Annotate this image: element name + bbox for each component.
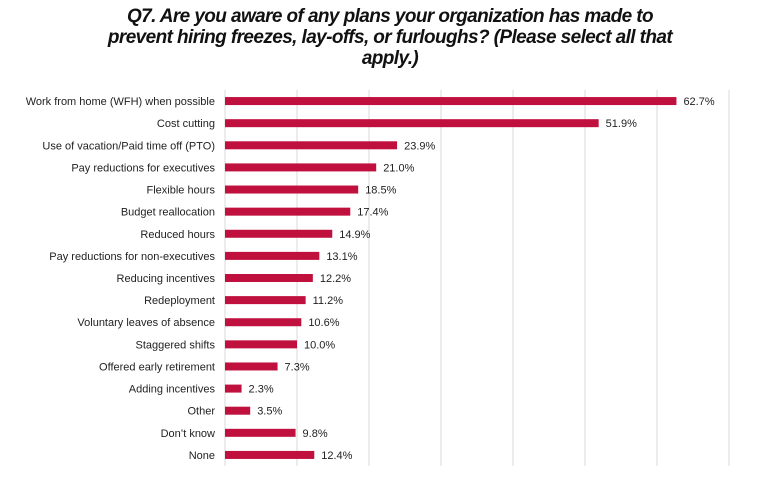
bar — [225, 274, 313, 282]
bar — [225, 251, 320, 260]
category-label: None — [189, 450, 215, 462]
value-label: 10.0% — [304, 339, 335, 351]
value-label: 23.9% — [404, 140, 435, 152]
category-label: Pay reductions for non-executives — [49, 251, 215, 263]
bar — [225, 207, 351, 216]
bar — [225, 229, 333, 238]
category-label: Redeployment — [144, 295, 215, 307]
value-label: 18.5% — [365, 185, 396, 197]
category-label: Flexible hours — [147, 185, 216, 197]
bar — [225, 362, 278, 371]
value-label: 51.9% — [606, 118, 637, 130]
category-label: Other — [187, 406, 215, 418]
category-label: Use of vacation/Paid time off (PTO) — [42, 140, 215, 152]
category-label: Staggered shifts — [136, 339, 216, 351]
category-label: Reducing incentives — [117, 273, 216, 285]
value-label: 13.1% — [326, 251, 357, 263]
category-label: Cost cutting — [157, 118, 215, 130]
bar — [225, 384, 242, 393]
category-label: Work from home (WFH) when possible — [26, 96, 215, 108]
bar — [225, 163, 377, 172]
value-label: 9.8% — [303, 428, 328, 440]
bar — [225, 428, 296, 437]
value-label: 62.7% — [683, 96, 714, 108]
bar — [225, 296, 306, 305]
bar — [225, 318, 302, 327]
value-label: 3.5% — [257, 406, 282, 418]
category-label: Don’t know — [161, 428, 215, 440]
value-label: 14.9% — [339, 229, 370, 241]
bar — [225, 340, 297, 349]
value-labels: 62.7% 51.9% 23.9% 21.0% 18.5% 17.4% 14.9% 13.1%… — [249, 96, 715, 462]
value-label: 10.6% — [308, 317, 339, 329]
value-label: 21.0% — [383, 162, 414, 174]
value-label: 17.4% — [357, 207, 388, 219]
bar — [225, 119, 599, 128]
bar — [225, 450, 315, 459]
bar — [225, 141, 398, 150]
category-label: Pay reductions for executives — [71, 162, 215, 174]
category-label: Adding incentives — [129, 384, 216, 396]
category-label: Budget reallocation — [121, 207, 215, 219]
category-label: Offered early retirement — [99, 361, 215, 373]
value-label: 2.3% — [249, 384, 274, 396]
chart-title: Q7. Are you aware of any plans your orga… — [107, 6, 673, 69]
category-label: Reduced hours — [140, 229, 215, 241]
bar — [225, 97, 677, 106]
value-label: 7.3% — [285, 361, 310, 373]
value-label: 11.2% — [313, 295, 344, 307]
bar — [225, 185, 359, 194]
category-labels: Work from home (WFH) when possible Cost c… — [26, 96, 216, 462]
value-label: 12.2% — [320, 273, 351, 285]
bars — [225, 97, 677, 459]
bar — [225, 406, 251, 415]
value-label: 12.4% — [321, 450, 352, 462]
category-label: Voluntary leaves of absence — [77, 317, 215, 329]
